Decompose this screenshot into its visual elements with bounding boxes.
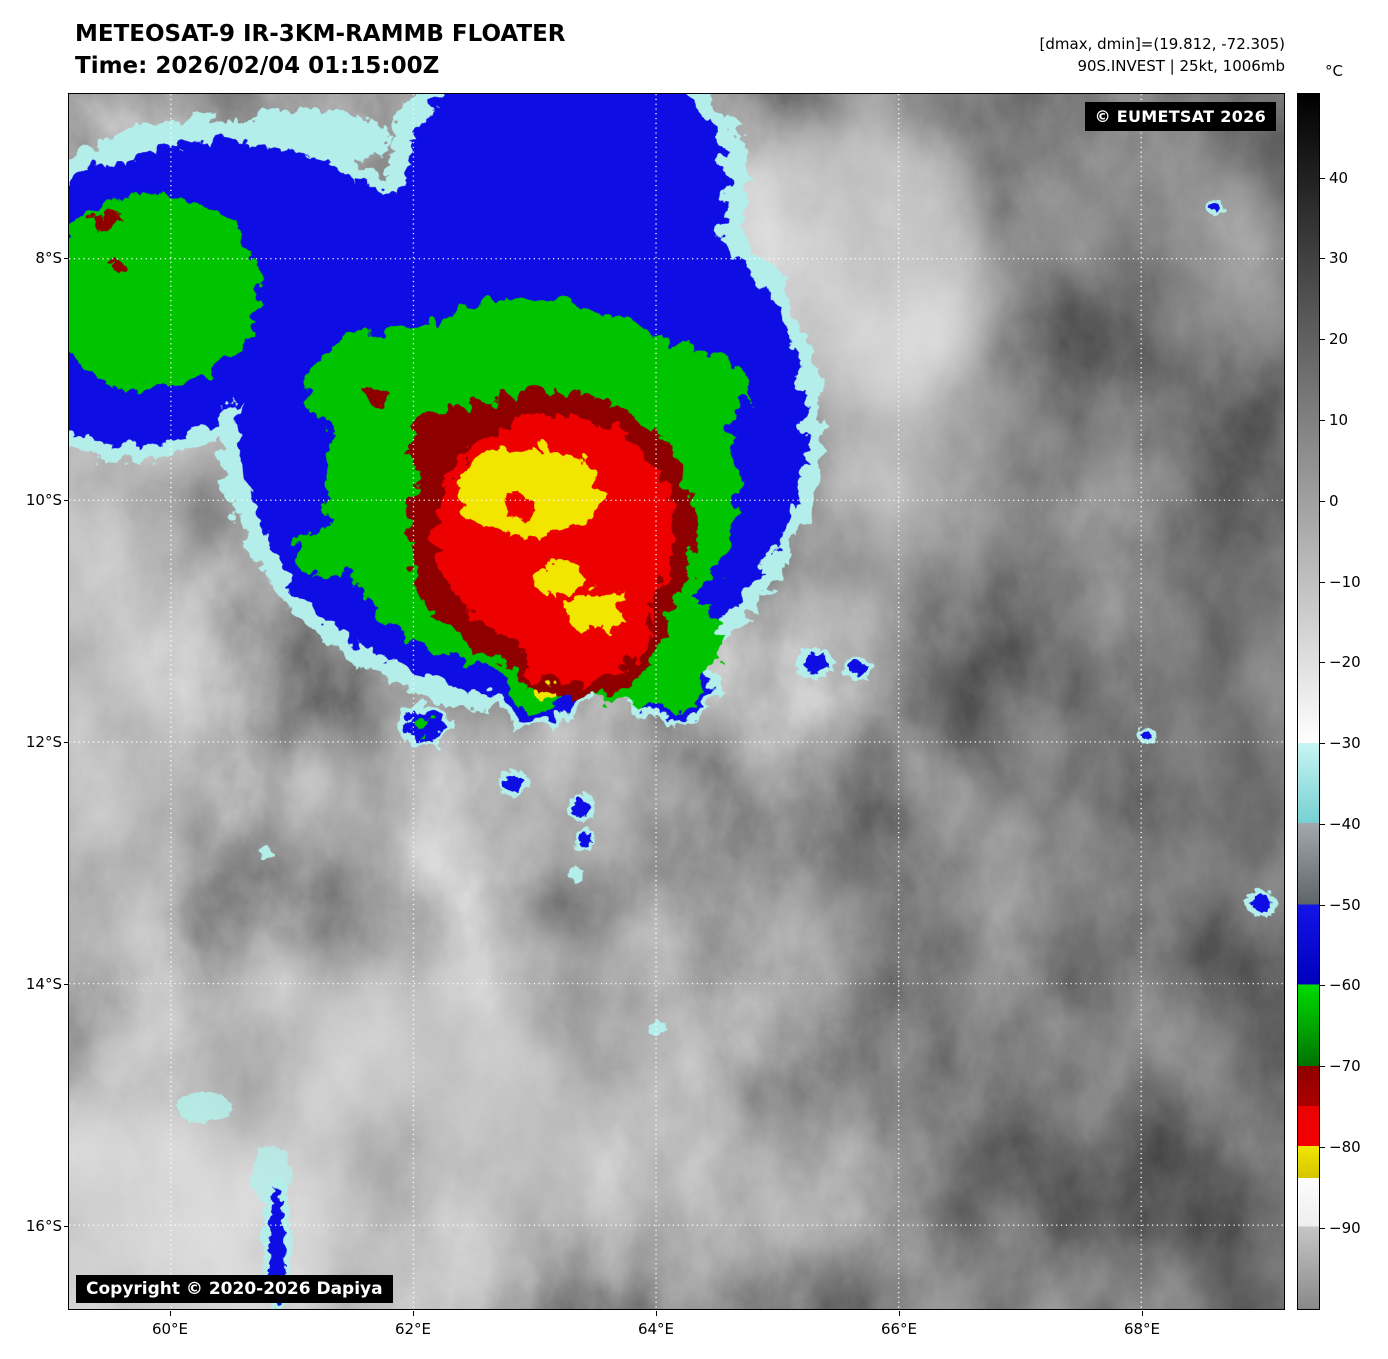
cb-tick-m30: −30 xyxy=(1319,734,1361,752)
cb-tick-m10: −10 xyxy=(1319,573,1361,591)
cb-tick-30: 30 xyxy=(1318,249,1349,267)
storm-enhancement-layer xyxy=(69,94,818,741)
cb-tick-m90: −90 xyxy=(1319,1219,1361,1237)
storm-status-readout: 90S.INVEST | 25kt, 1006mb xyxy=(1077,57,1285,75)
cb-tick-m50: −50 xyxy=(1319,896,1361,914)
cb-tick-20: 20 xyxy=(1318,330,1349,348)
satellite-scene xyxy=(69,94,1284,1309)
lat-label-8s: 8°S xyxy=(0,249,69,267)
header-right: [dmax, dmin]=(19.812, -72.305) 90S.INVES… xyxy=(1040,33,1285,77)
product-time: Time: 2026/02/04 01:15:00Z xyxy=(75,53,440,79)
lon-label-64e: 64°E xyxy=(626,1311,686,1338)
dapiya-copyright-badge: Copyright © 2020-2026 Dapiya xyxy=(76,1275,393,1303)
lon-label-60e: 60°E xyxy=(140,1311,200,1338)
red-notch xyxy=(503,490,534,513)
yellow-core xyxy=(450,441,618,696)
eumetsat-copyright-badge: © EUMETSAT 2026 xyxy=(1084,102,1276,131)
lon-label-68e: 68°E xyxy=(1112,1311,1172,1338)
dmax-dmin-readout: [dmax, dmin]=(19.812, -72.305) xyxy=(1039,35,1285,53)
lat-label-16s: 16°S xyxy=(0,1217,69,1235)
colorbar-unit-label: °C xyxy=(1325,62,1343,80)
cold-speck-layer xyxy=(172,195,1275,1309)
cb-tick-40: 40 xyxy=(1318,169,1349,187)
cb-tick-m60: −60 xyxy=(1319,976,1361,994)
satellite-map: © EUMETSAT 2026 Copyright © 2020-2026 Da… xyxy=(68,93,1285,1310)
cb-tick-m20: −20 xyxy=(1319,653,1361,671)
cb-tick-m40: −40 xyxy=(1319,815,1361,833)
product-title: METEOSAT-9 IR-3KM-RAMMB FLOATER xyxy=(75,21,566,47)
lon-label-66e: 66°E xyxy=(869,1311,929,1338)
lat-label-12s: 12°S xyxy=(0,733,69,751)
lon-label-62e: 62°E xyxy=(383,1311,443,1338)
cb-tick-m80: −80 xyxy=(1319,1138,1361,1156)
temperature-colorbar xyxy=(1297,93,1320,1310)
lat-label-14s: 14°S xyxy=(0,975,69,993)
cb-tick-0: 0 xyxy=(1319,492,1339,510)
cb-tick-10: 10 xyxy=(1318,411,1349,429)
cb-tick-m70: −70 xyxy=(1319,1057,1361,1075)
header-left: METEOSAT-9 IR-3KM-RAMMB FLOATER Time: 20… xyxy=(75,18,566,82)
lat-label-10s: 10°S xyxy=(0,491,69,509)
